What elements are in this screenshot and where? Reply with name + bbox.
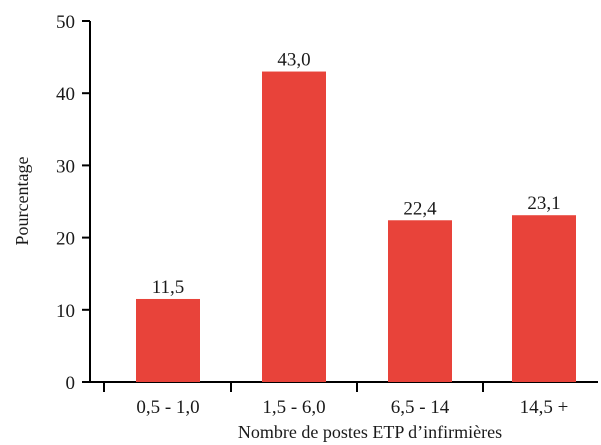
bar-value-label: 23,1 — [527, 193, 560, 214]
x-tick-label: 1,5 - 6,0 — [262, 397, 325, 418]
y-axis-title: Pourcentage — [12, 157, 32, 246]
x-tick-label: 14,5 + — [520, 397, 569, 418]
bar — [388, 220, 452, 382]
bar-value-label: 43,0 — [277, 50, 310, 71]
x-axis: 0,5 - 1,0 1,5 - 6,0 6,5 - 14 14,5 + — [90, 381, 598, 418]
x-tick-label: 0,5 - 1,0 — [136, 397, 199, 418]
bar-value-label: 11,5 — [152, 277, 185, 298]
bar — [262, 71, 326, 382]
data-labels: 11,5 43,0 22,4 23,1 — [152, 50, 561, 298]
y-tick-label: 50 — [56, 12, 75, 33]
y-tick-label: 30 — [56, 156, 75, 177]
bar — [136, 298, 200, 382]
x-tick-label: 6,5 - 14 — [391, 397, 450, 418]
y-axis: 0 10 20 30 40 50 — [56, 12, 91, 394]
bar — [512, 215, 576, 382]
y-tick-label: 40 — [56, 84, 75, 105]
x-axis-title: Nombre de postes ETP d’infirmières — [238, 422, 502, 442]
y-tick-label: 0 — [66, 373, 76, 394]
bars — [136, 71, 576, 382]
bar-value-label: 22,4 — [403, 198, 437, 219]
y-tick-label: 20 — [56, 229, 75, 250]
y-tick-label: 10 — [56, 301, 75, 322]
